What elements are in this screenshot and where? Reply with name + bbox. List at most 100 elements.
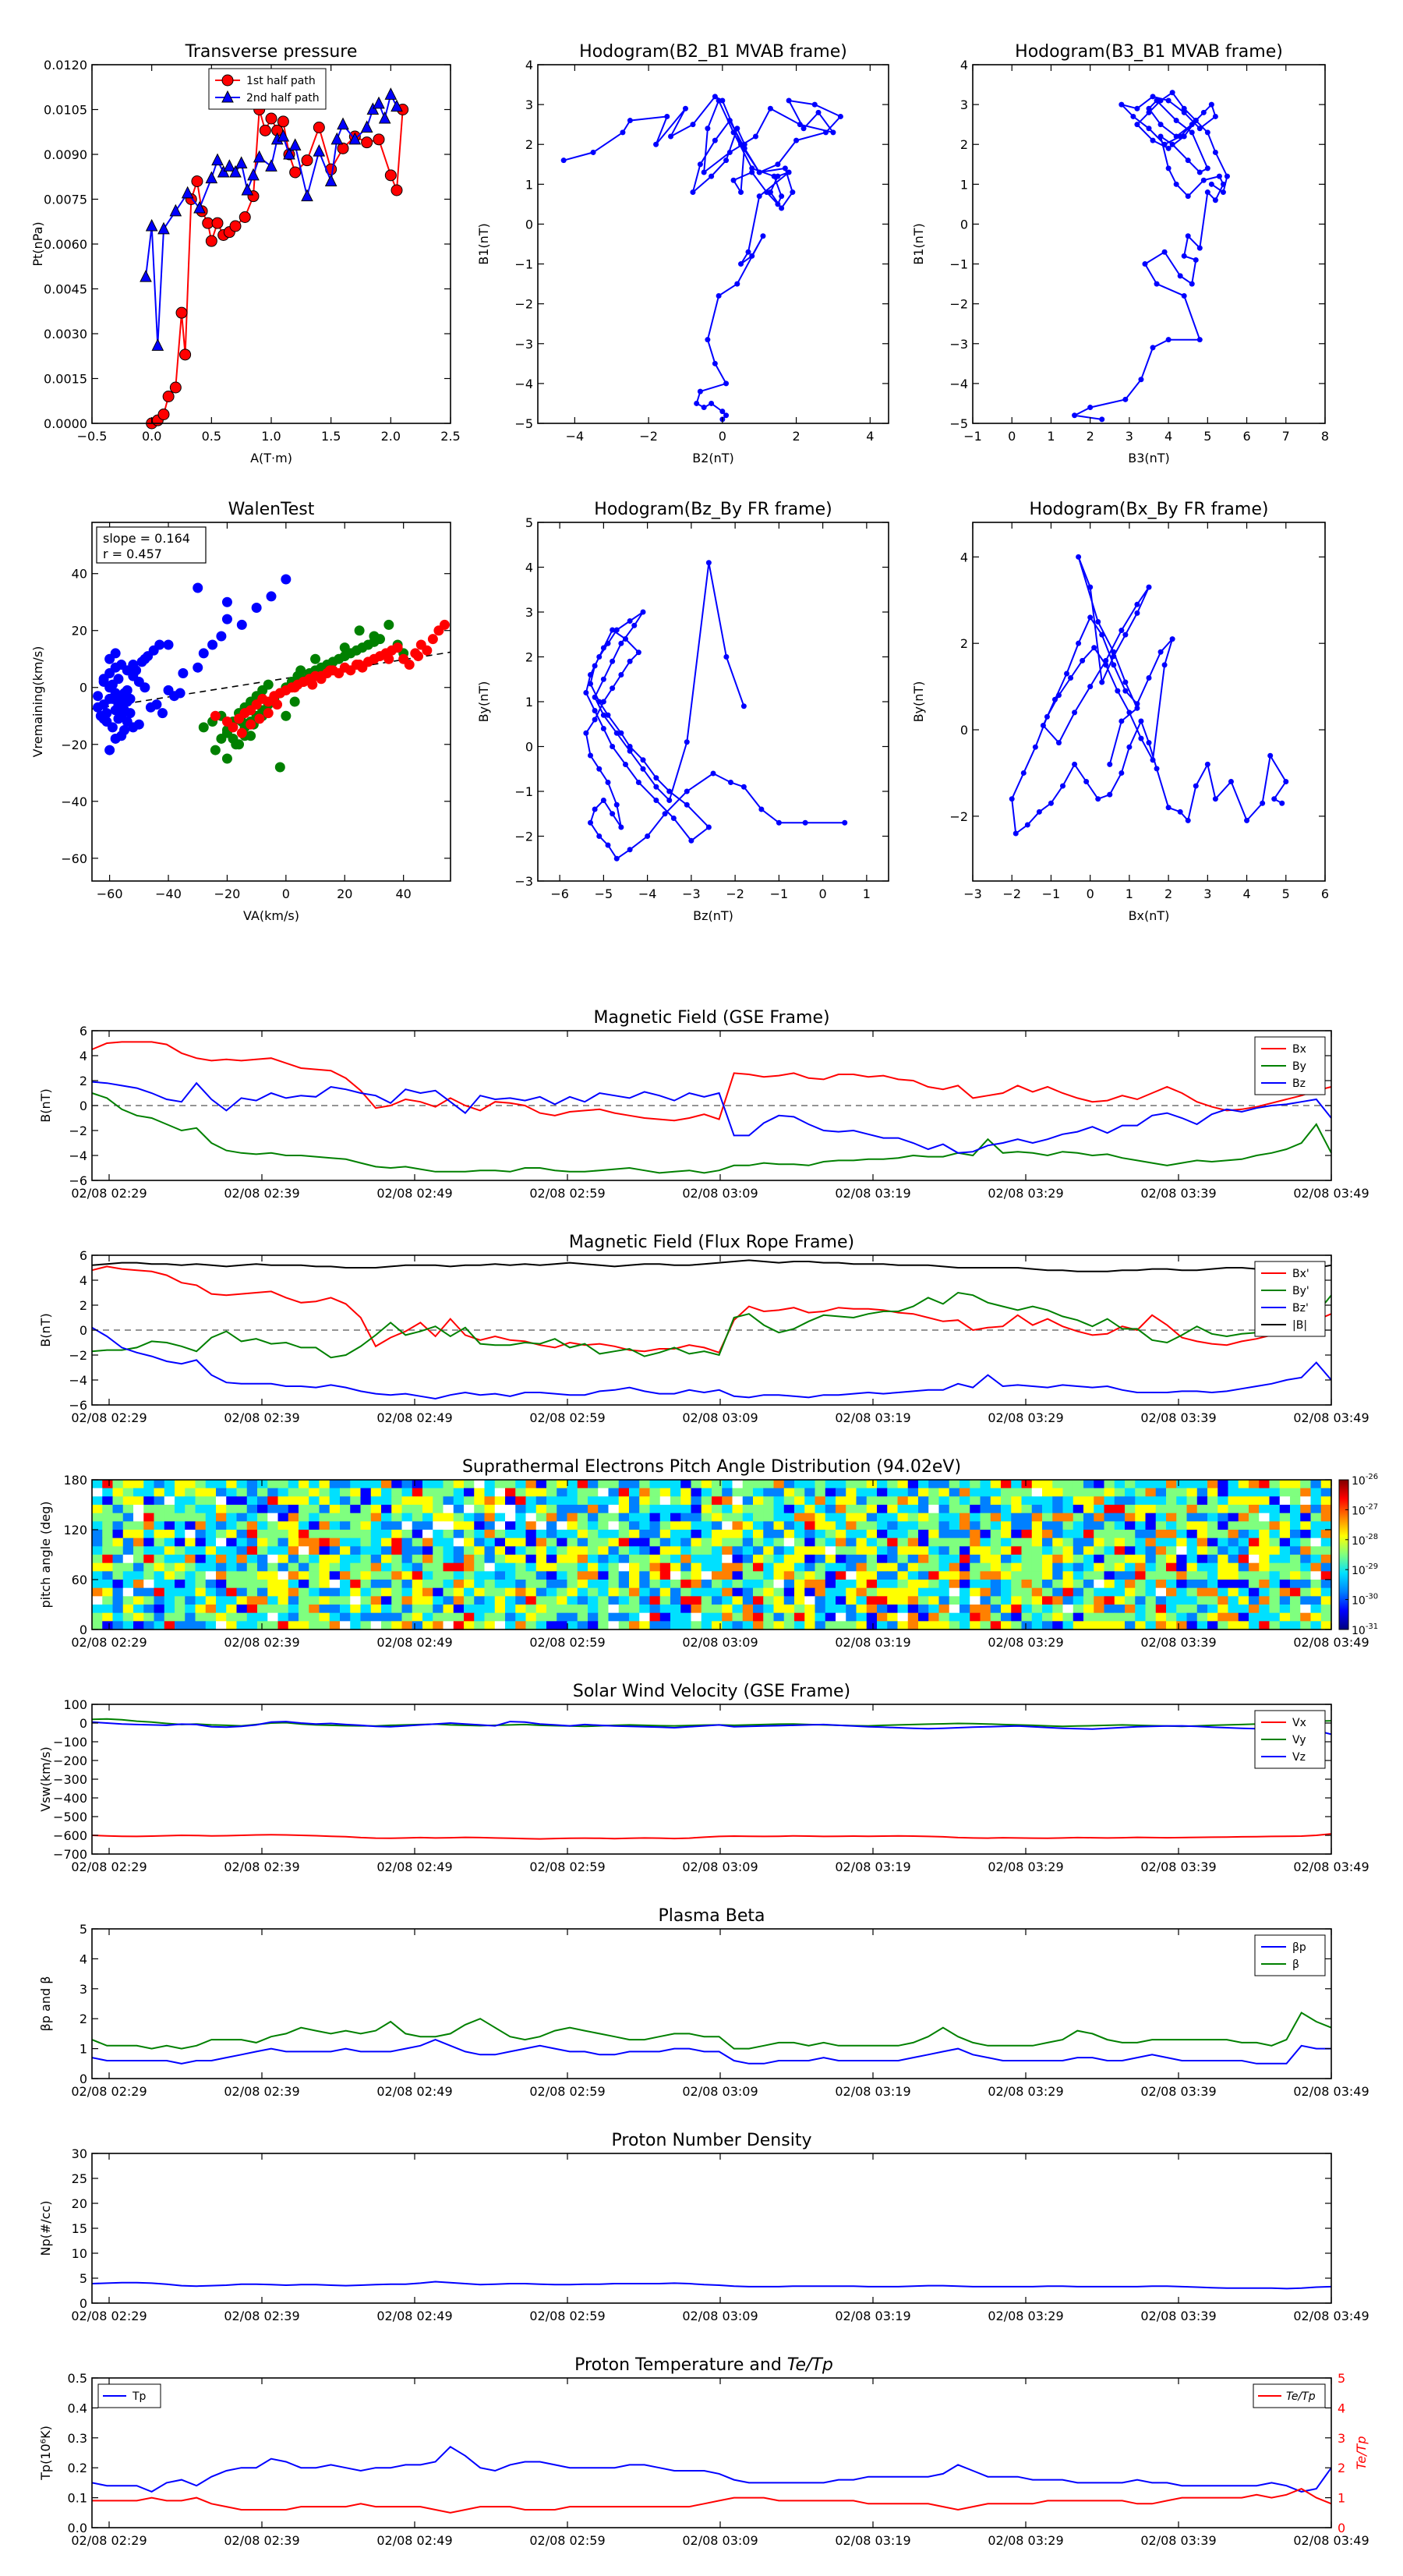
heatmap-cell: [938, 1621, 950, 1630]
data-point: [623, 636, 628, 642]
heatmap-cell: [246, 1580, 258, 1589]
heatmap-cell: [1238, 1562, 1249, 1572]
heatmap-cell: [515, 1612, 527, 1622]
series--: [91, 2012, 1332, 2050]
y-tick-label: 0: [80, 681, 87, 695]
heatmap-cell: [412, 1555, 423, 1564]
data-point: [745, 249, 751, 255]
heatmap-cell: [928, 1488, 940, 1497]
heatmap-cell: [598, 1530, 610, 1539]
heatmap-cell: [1114, 1513, 1126, 1522]
data-point: [749, 165, 755, 172]
heatmap-cell: [722, 1505, 733, 1514]
heatmap-cell: [1310, 1621, 1322, 1630]
heatmap-cell: [918, 1596, 929, 1605]
heatmap-cell: [350, 1537, 362, 1547]
heatmap-cell: [608, 1505, 620, 1514]
data-point: [760, 233, 766, 239]
heatmap-cell: [1145, 1605, 1157, 1614]
heatmap-cell: [401, 1505, 413, 1514]
heatmap-cell: [712, 1521, 723, 1530]
heatmap-cell: [515, 1546, 527, 1555]
heatmap-cell: [577, 1555, 588, 1564]
data-point: [1200, 109, 1207, 115]
x-axis-label: B2(nT): [692, 451, 734, 465]
legend: βpβ: [1254, 1934, 1326, 1976]
heatmap-cell: [1062, 1621, 1074, 1630]
heatmap-cell: [804, 1480, 816, 1489]
heatmap-cell: [959, 1530, 970, 1539]
data-point: [726, 118, 733, 124]
heatmap-cell: [557, 1505, 568, 1514]
heatmap-cell: [154, 1505, 165, 1514]
x-tick-label: 4: [866, 429, 874, 444]
x-tick-label: 02/08 03:19: [835, 2533, 910, 2548]
heatmap-cell: [1145, 1480, 1157, 1489]
heatmap-cell: [412, 1488, 423, 1497]
heatmap-cell: [1145, 1488, 1157, 1497]
heatmap-cell: [836, 1521, 846, 1530]
heatmap-cell: [1217, 1612, 1229, 1622]
heatmap-cell: [1310, 1580, 1322, 1589]
heatmap-cell: [236, 1587, 248, 1597]
heatmap-cell: [185, 1605, 196, 1614]
heatmap-cell: [1269, 1488, 1281, 1497]
heatmap-cell: [1249, 1621, 1260, 1630]
heatmap-cell: [133, 1488, 144, 1497]
heatmap-cell: [1021, 1513, 1033, 1522]
heatmap-cell: [350, 1612, 362, 1622]
heatmap-cell: [319, 1488, 330, 1497]
heatmap-cell: [804, 1605, 816, 1614]
legend-entry: By': [1292, 1285, 1309, 1297]
heatmap-cell: [877, 1521, 888, 1530]
heatmap-cell: [350, 1605, 362, 1614]
heatmap-cell: [1310, 1562, 1322, 1572]
heatmap-cell: [340, 1521, 351, 1530]
heatmap-cell: [742, 1571, 754, 1580]
heatmap-cell: [546, 1521, 557, 1530]
heatmap-cell: [567, 1521, 578, 1530]
y-axis-label: βp and β: [38, 1976, 53, 2032]
heatmap-cell: [329, 1571, 341, 1580]
heatmap-cell: [195, 1537, 207, 1547]
heatmap-cell: [701, 1562, 712, 1572]
data-point: [1271, 796, 1278, 802]
heatmap-cell: [195, 1505, 207, 1514]
data-point: [730, 129, 737, 136]
heatmap-cell: [277, 1605, 289, 1614]
chart-title: Plasma Beta: [659, 1906, 765, 1926]
heatmap-cell: [412, 1580, 423, 1589]
y-tick-label: 6: [80, 1024, 87, 1039]
x-tick-label: 02/08 03:09: [682, 2309, 758, 2323]
x-tick-label: −2: [639, 429, 658, 444]
heatmap-cell: [938, 1555, 950, 1564]
heatmap-cell: [990, 1562, 1002, 1572]
heatmap-cell: [381, 1513, 392, 1522]
data-point: [301, 154, 313, 167]
heatmap-cell: [608, 1513, 620, 1522]
heatmap-cell: [846, 1480, 857, 1489]
x-tick-label: 3: [1203, 886, 1211, 901]
data-point: [1087, 584, 1094, 590]
data-point: [1150, 137, 1156, 143]
heatmap-cell: [691, 1555, 702, 1564]
heatmap-cell: [1011, 1571, 1023, 1580]
heatmap-cell: [515, 1521, 527, 1530]
heatmap-cell: [236, 1496, 248, 1506]
heatmap-cell: [1196, 1513, 1208, 1522]
heatmap-cell: [846, 1621, 857, 1630]
heatmap-cell: [753, 1496, 764, 1506]
heatmap-cell: [866, 1587, 878, 1597]
heatmap-cell: [474, 1571, 486, 1580]
heatmap-cell: [505, 1555, 516, 1564]
heatmap-cell: [185, 1480, 196, 1489]
heatmap-cell: [670, 1530, 681, 1539]
heatmap-cell: [412, 1521, 423, 1530]
heatmap-cell: [216, 1580, 227, 1589]
heatmap-cell: [763, 1496, 775, 1506]
heatmap-cell: [742, 1605, 754, 1614]
heatmap-cell: [299, 1596, 309, 1605]
heatmap-cell: [815, 1612, 826, 1622]
heatmap-cell: [422, 1621, 433, 1630]
